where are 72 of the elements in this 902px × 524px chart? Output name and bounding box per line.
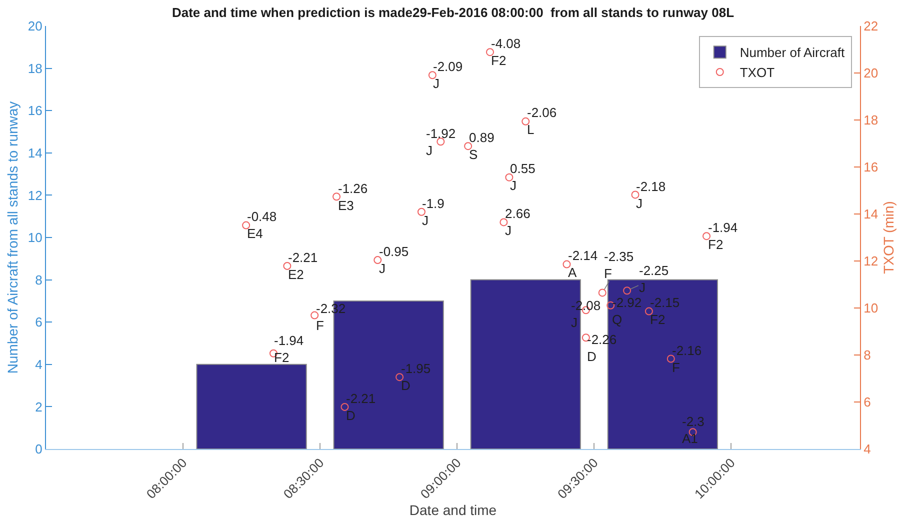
annotation: -0.95 J: [379, 244, 409, 276]
annotation: -1.92 J: [426, 126, 456, 158]
y-tick-label: 4: [35, 356, 42, 372]
y2-tick-label: 16: [864, 160, 878, 175]
annotation: -2.25 J: [639, 263, 669, 295]
y-tick-label: 12: [28, 188, 42, 203]
point: [396, 373, 404, 382]
y2-tick-label: 4: [864, 442, 871, 457]
annotation: 2.66 J: [505, 206, 530, 238]
point: [417, 208, 426, 216]
annotation: -2.06 L: [527, 105, 557, 137]
annotation: -2.21 D: [346, 391, 376, 423]
point: [644, 307, 653, 316]
annotation: -1.95 D: [401, 361, 431, 393]
point: [562, 260, 571, 268]
y-tick-label: 0: [35, 442, 42, 457]
point: [623, 286, 632, 295]
bar: [196, 364, 307, 449]
point: [340, 402, 349, 411]
y2-tick-label: 8: [864, 348, 871, 363]
annotation: -2.18 J: [636, 179, 666, 211]
point: [464, 142, 472, 150]
legend-label: TXOT: [740, 65, 775, 80]
y2-tick-label: 20: [864, 66, 878, 81]
y-tick-label: 14: [28, 145, 42, 160]
point: [666, 354, 675, 363]
annotation: -2.3 A1: [682, 414, 704, 446]
point: [522, 117, 530, 126]
y2-tick-label: 14: [864, 206, 878, 222]
point: [505, 173, 514, 182]
y-tick-label: 18: [28, 60, 42, 76]
y-tick-label: 6: [35, 314, 42, 330]
point: [428, 71, 436, 80]
y-tick-label: 16: [28, 103, 42, 118]
y2-tick-label: 6: [864, 394, 871, 410]
annotation: -2.14 A: [568, 248, 598, 280]
x-axis-title: Date and time: [409, 502, 497, 518]
annotation: -1.94 F2: [708, 220, 738, 252]
y2-axis-title: TXOT (min): [880, 201, 896, 274]
point: [702, 232, 711, 240]
y-axis-title: Number of Aircraft from all stands to runway: [4, 101, 21, 374]
annotation: -2.15 F2: [650, 295, 680, 327]
y2-tick-label: 18: [864, 112, 878, 128]
annotation: -2.92 Q: [612, 295, 642, 327]
y2-tick-label: 12: [864, 254, 878, 269]
annotation: -1.9 J: [422, 196, 444, 228]
point: [631, 190, 640, 199]
point: [500, 218, 508, 226]
y2-tick-label: 22: [864, 18, 878, 34]
annotation: -2.35 F: [604, 249, 634, 281]
y-tick-label: 10: [28, 230, 42, 246]
annotation: -2.16 F: [672, 343, 702, 375]
y-tick-label: 8: [35, 272, 42, 288]
point: [374, 256, 382, 264]
legend-label: Number of Aircraft: [740, 45, 846, 60]
y-tick-label: 20: [28, 18, 42, 34]
point: [283, 262, 292, 270]
annotation: -4.08 F2: [491, 36, 521, 68]
point: [242, 221, 250, 230]
annotation: -0.48 E4: [247, 209, 277, 241]
annotation: -2.21 E2: [288, 250, 318, 282]
chart-title: Date and time when prediction is made29-Feb-2016 08:00:00 from all stands to runway 08L: [172, 5, 734, 20]
point: [332, 192, 341, 201]
y2-tick-label: 10: [864, 300, 878, 316]
annotation: -1.94 F2: [274, 333, 304, 365]
point: [486, 48, 494, 56]
annotation: -1.26 E3: [338, 181, 368, 213]
annotation: -2.09 J: [433, 59, 463, 91]
point: [598, 288, 606, 297]
y-tick-label: 2: [35, 399, 42, 414]
annotation: 0.89 S: [469, 130, 494, 162]
annotation: 0.55 J: [510, 161, 536, 193]
